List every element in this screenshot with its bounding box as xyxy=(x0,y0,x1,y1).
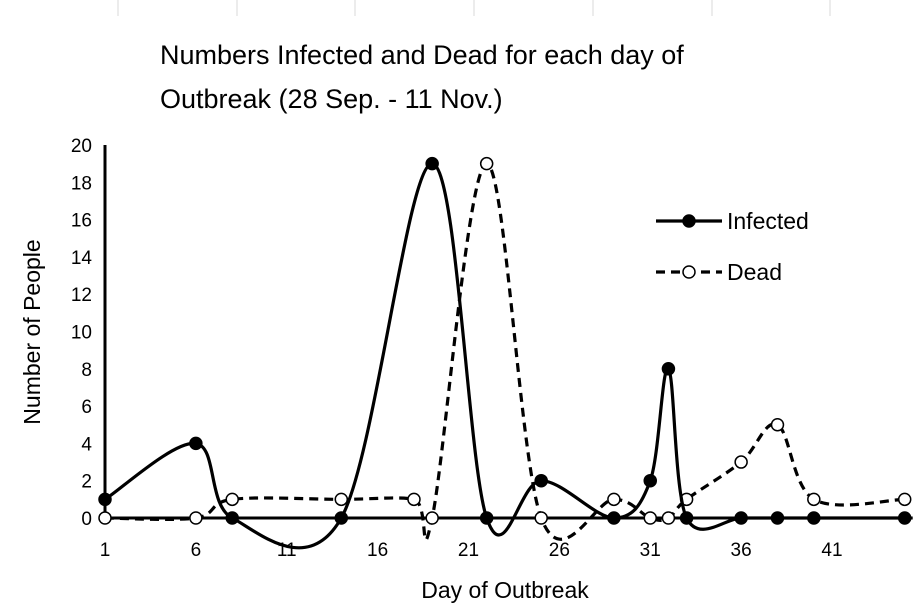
x-tick-label: 6 xyxy=(191,540,202,561)
data-point-dead xyxy=(425,511,439,525)
legend-marker xyxy=(682,265,696,279)
data-point-infected xyxy=(897,511,912,525)
data-point-dead xyxy=(479,156,494,171)
series-infected xyxy=(98,156,912,550)
data-point-dead xyxy=(661,511,676,525)
x-tick-label: 16 xyxy=(367,540,388,561)
y-tick-label: 14 xyxy=(71,248,93,269)
y-tick-label: 0 xyxy=(81,509,92,530)
legend-marker xyxy=(682,214,696,228)
x-tick-label: 21 xyxy=(458,540,479,561)
y-tick-label: 4 xyxy=(81,434,92,455)
data-point-infected xyxy=(607,511,621,525)
data-point-infected xyxy=(679,511,694,525)
chart-title-line-2: Outbreak (28 Sep. - 11 Nov.) xyxy=(160,84,503,114)
series-line-dead xyxy=(104,162,905,542)
data-point-infected xyxy=(425,156,439,171)
data-point-dead xyxy=(643,511,657,525)
y-tick-label: 16 xyxy=(71,211,92,232)
data-point-infected xyxy=(770,511,785,525)
data-point-infected xyxy=(643,473,657,488)
x-tick-label: 26 xyxy=(549,540,570,561)
legend-label: Infected xyxy=(727,208,809,234)
data-point-infected xyxy=(334,511,349,525)
data-point-dead xyxy=(334,492,349,507)
y-tick-label: 2 xyxy=(81,472,92,493)
y-tick-label: 8 xyxy=(81,360,92,381)
x-tick-label: 31 xyxy=(640,540,661,561)
plot-area xyxy=(98,156,912,550)
data-point-infected xyxy=(734,511,748,525)
x-tick-label: 36 xyxy=(731,540,752,561)
data-point-infected xyxy=(534,473,548,488)
data-point-dead xyxy=(407,492,421,507)
data-point-infected xyxy=(807,511,821,525)
y-tick-label: 20 xyxy=(71,136,92,157)
data-point-infected xyxy=(225,511,239,525)
y-tick-label: 6 xyxy=(81,397,92,418)
legend-item-infected: Infected xyxy=(656,208,809,234)
data-point-dead xyxy=(734,455,748,469)
data-point-dead xyxy=(225,492,239,507)
y-tick-label: 10 xyxy=(71,323,92,344)
chart-title-line-1: Numbers Infected and Dead for each day o… xyxy=(160,40,684,70)
x-tick-label: 1 xyxy=(100,540,111,561)
data-point-infected xyxy=(661,362,676,376)
data-point-infected xyxy=(189,436,203,451)
y-tick-label: 18 xyxy=(71,173,92,194)
y-tick-label: 12 xyxy=(71,285,92,306)
data-point-dead xyxy=(534,511,548,525)
background-cell-lines xyxy=(117,0,831,16)
series-dead xyxy=(98,156,912,542)
data-point-dead xyxy=(897,492,912,507)
x-tick-label: 41 xyxy=(821,540,842,561)
data-point-dead xyxy=(770,418,785,432)
data-point-dead xyxy=(807,492,821,507)
data-point-dead xyxy=(189,511,203,525)
data-point-infected xyxy=(98,492,112,507)
data-point-dead xyxy=(98,511,112,525)
data-point-dead xyxy=(607,492,621,507)
legend-item-dead: Dead xyxy=(656,259,782,285)
legend: Infected Dead xyxy=(656,208,809,285)
y-axis-label: Number of People xyxy=(19,239,45,424)
x-axis-label: Day of Outbreak xyxy=(421,577,589,603)
legend-label: Dead xyxy=(727,259,782,285)
data-point-infected xyxy=(479,511,494,525)
